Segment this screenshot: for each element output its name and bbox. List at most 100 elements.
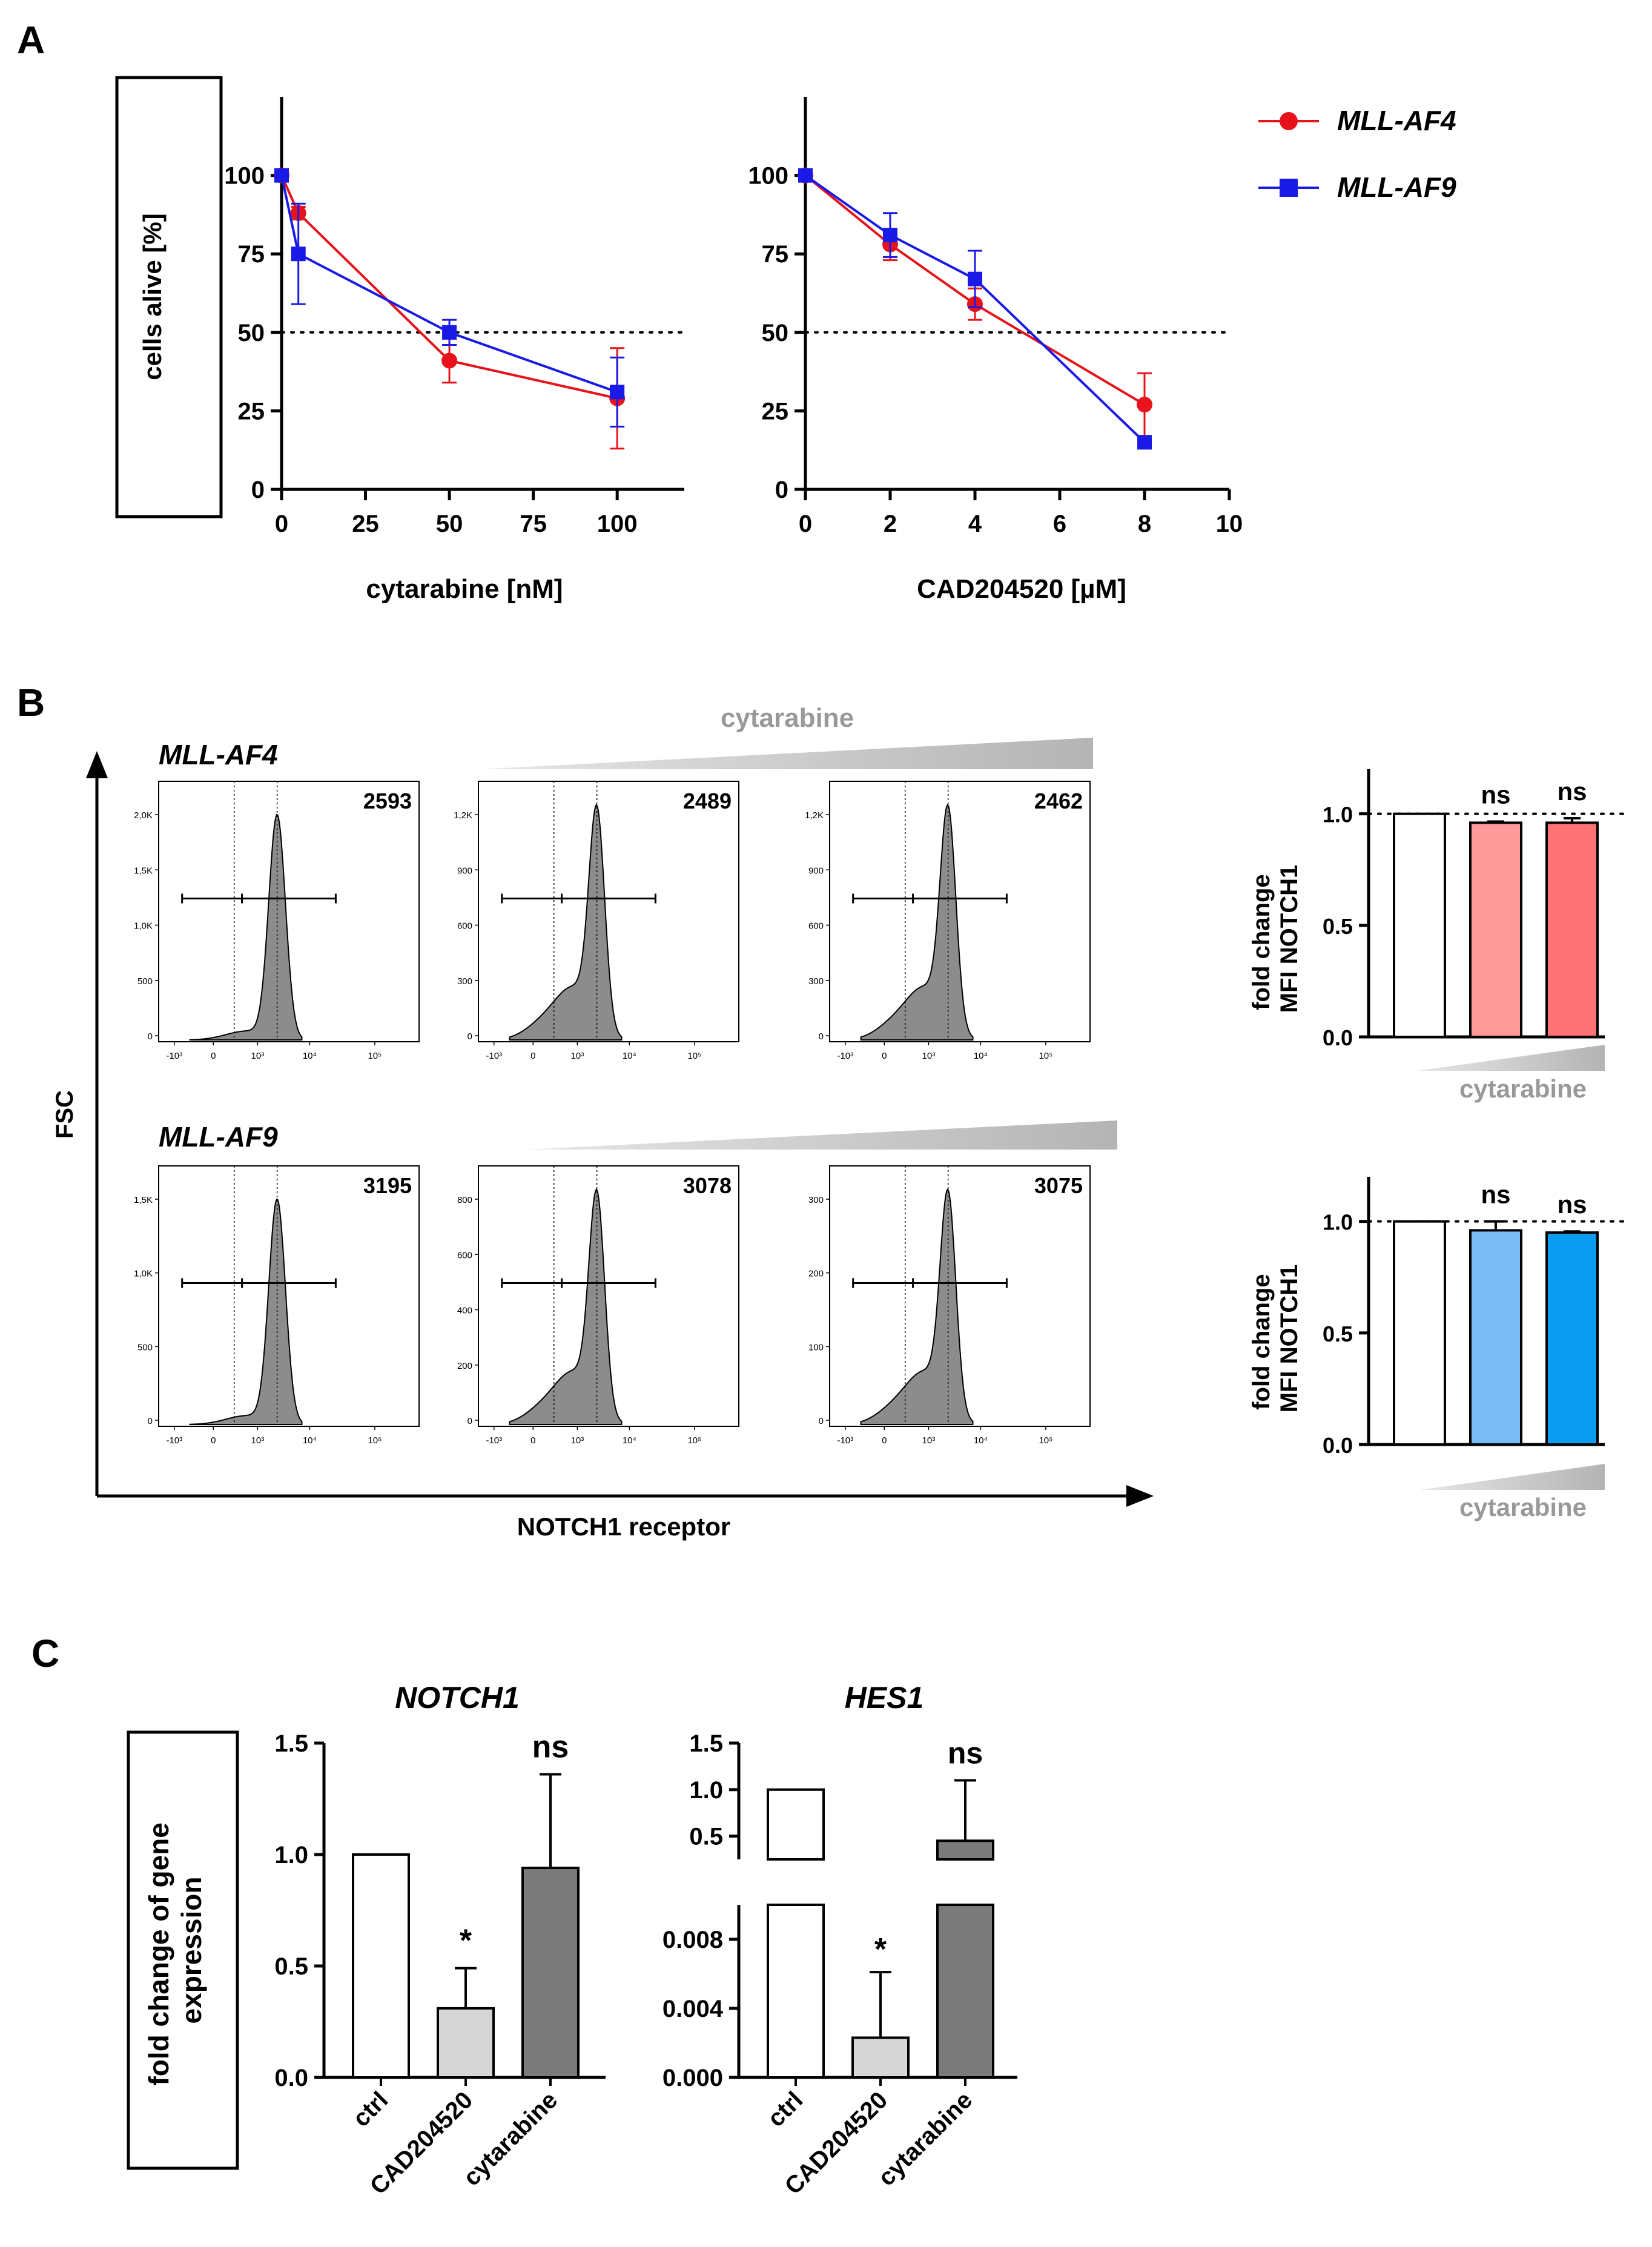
hist-af9-3-xtick-label: 10³ [922,1435,936,1446]
c2-annotation-2: * [874,1932,887,1967]
hist-af9-3-ytick-label: 100 [808,1342,824,1352]
b1-bar-3 [1545,821,1599,1039]
panel-label-c: C [31,1632,59,1675]
hist-af4-1-frame [158,781,420,1042]
c2-ytick-label: 1.5 [689,1730,723,1757]
hist-af4-3-ytick-label: 900 [808,865,824,876]
hist-af9-1-xtick-label: 10³ [251,1435,265,1446]
hist-af9-2-histogram [509,1188,623,1425]
b-ylabel: FSC [51,1090,78,1139]
b-bar-wedge-label-af4: cytarabine [1459,1074,1587,1103]
a2-xtick-label: 2 [884,511,897,537]
b-wedge-af9 [527,1120,1117,1150]
b-wedge-label: cytarabine [721,703,854,733]
c1-ytick-label: 0.0 [274,2065,308,2091]
a2-ytick-label: 0 [775,477,788,503]
c2-category-label-1: ctrl [762,2086,808,2132]
a2-xtick-label: 6 [1053,511,1066,537]
chart-a-cad204520: 0 25 50 75 100 0 2 4 6 8 10 [748,97,1243,537]
b1-bar-1 [1393,812,1446,1038]
b-xlabel: NOTCH1 receptor [517,1512,730,1541]
chart-c-hes1: 0.0000.0040.0080.51.01.5ctrl*CAD204520ns… [662,1730,1017,2200]
hist-af9-2-ytick-label: 400 [457,1306,472,1316]
hist-af9-3-ytick-label: 300 [808,1195,824,1205]
c2-bar-2 [851,2036,910,2079]
legend: MLL-AF4 MLL-AF9 [1258,105,1456,203]
a1-ytick-label: 75 [238,241,265,268]
b-notch-arrowhead [1126,1485,1154,1507]
c-ylabel-line1: fold change of gene [143,1822,174,2085]
legend-marker-af4 [1280,112,1298,130]
legend-label-af9: MLL-AF9 [1337,171,1456,203]
c-ylabel: fold change of gene expression [143,1815,207,2085]
a1-ytick-label: 50 [238,320,265,346]
a2-xtick-label: 8 [1138,511,1151,537]
hist-af9-1-ytick-label: 1,5K [134,1195,153,1205]
a2-ytick-label: 75 [762,241,789,268]
hist-af4-1-xtick-label: 10⁴ [303,1051,317,1061]
hist-af9-2-xtick-label: 10³ [571,1435,584,1446]
hist-af4-1-xtick-label: 10³ [251,1051,265,1061]
hist-af4-3-xtick-label: 10⁵ [1039,1051,1052,1061]
hist-af9-2-xtick-label: 10⁴ [623,1435,636,1446]
b1-bar-2 [1469,821,1522,1039]
a1-ytick-label: 0 [251,477,265,503]
a2-xtick-label: 0 [799,511,812,537]
b2-ytick-label: 0.0 [1323,1433,1353,1458]
c2-ytick-label: 0.000 [662,2065,723,2091]
c2-ytick-label: 0.5 [689,1824,723,1850]
a2-point-af9 [1137,435,1152,450]
hist-af4-2-xtick-label: -10³ [486,1051,502,1061]
c1-ytick-label: 1.0 [274,1842,308,1868]
hist-af9-3-ytick-label: 0 [819,1416,824,1426]
a2-xtick-label: 4 [968,511,982,537]
hist-af9-2-mfi: 3078 [683,1173,732,1198]
hist-af9-3-xtick-label: -10³ [837,1435,853,1446]
c-ylabel-line2: expression [176,1877,207,2024]
hist-af4-2-xtick-label: 0 [530,1051,535,1061]
c1-ytick-label: 0.5 [274,1953,308,1980]
c1-title: NOTCH1 [395,1681,520,1715]
c-ylabel-box [127,1730,239,2170]
histogram-grid: 2593 2,0K 1,5K 1,0K 500 0 -10³ 0 10³ 10⁴ 10⁵ 2489 1,… [134,781,1091,1446]
hist-af4-2-xtick-label: 10³ [571,1051,584,1061]
a2-point-af9 [798,168,813,183]
hist-af9-2-ytick-label: 800 [457,1195,472,1205]
a2-xlabel: CAD204520 [µM] [917,574,1126,604]
hist-af9-2-xtick-label: 0 [530,1435,535,1446]
a1-ytick-label: 100 [224,163,265,190]
hist-af4-2-xtick-label: 10⁴ [623,1051,636,1061]
hist-af9-1-xtick-label: 0 [211,1435,216,1446]
hist-af4-1-xtick-label: 10⁵ [368,1051,382,1061]
hist-af4-2-ytick-label: 0 [468,1031,472,1042]
hist-af9-3-mfi: 3075 [1034,1173,1083,1198]
a2-series-af4-line [804,174,1146,406]
b2-bar-2 [1469,1229,1522,1446]
b2-bar-1 [1393,1220,1446,1446]
hist-af4-1-ytick-label: 0 [148,1031,153,1042]
b2-ytick-label: 1.0 [1323,1210,1353,1235]
c2-bar-3-lower [936,1904,994,2079]
c2-bar-1-lower [767,1904,825,2079]
hist-af9-3-xtick-label: 10⁴ [974,1435,988,1446]
b-fsc-arrowhead [86,751,108,778]
hist-af4-1-xtick-label: -10³ [166,1051,182,1061]
hist-af9-3-histogram [860,1188,974,1425]
b-bar-ylabel-af4-line2: MFI NOTCH1 [1276,865,1303,1013]
a1-xtick-label: 0 [275,511,288,537]
a1-point-af4 [441,352,458,369]
a2-ytick-label: 50 [762,320,789,346]
c1-annotation-3: ns [532,1730,569,1765]
b1-annotation-2: ns [1481,781,1510,809]
hist-af4-3-mfi: 2462 [1034,789,1083,813]
panel-b-flow: FSC NOTCH1 receptor cytarabine MLL-AF4 M… [51,703,1624,1541]
c2-ytick-label: 0.008 [662,1927,723,1953]
b2-annotation-2: ns [1481,1180,1510,1209]
hist-af4-3-xtick-label: 10⁴ [974,1051,988,1061]
hist-af9-1-histogram [189,1199,303,1425]
hist-af9-3-xtick-label: 10⁵ [1039,1435,1052,1446]
hist-af9-1-xtick-label: -10³ [166,1435,182,1446]
